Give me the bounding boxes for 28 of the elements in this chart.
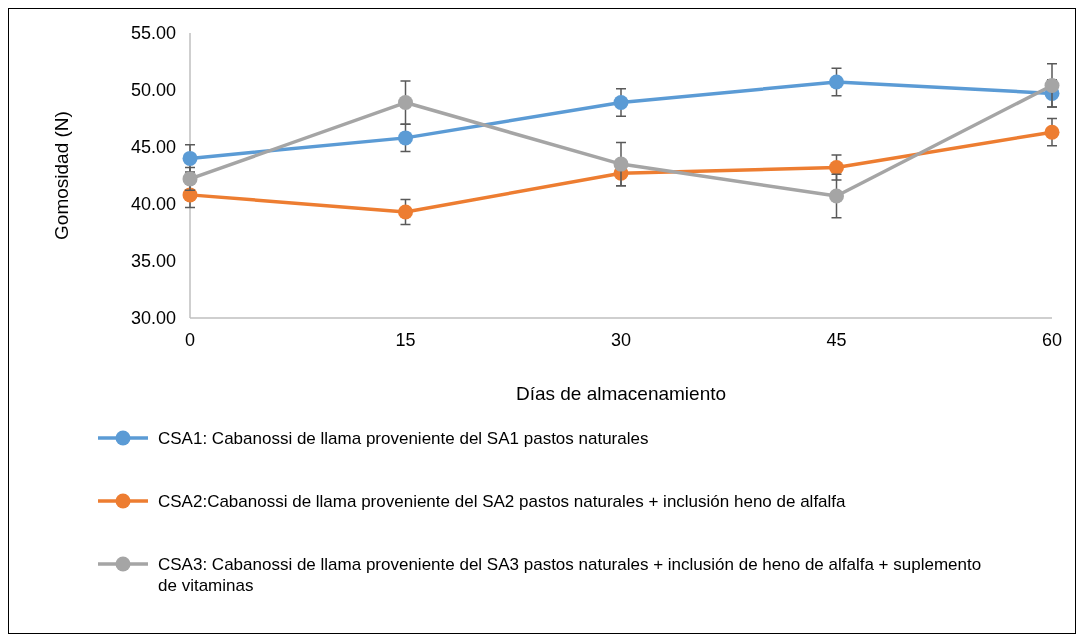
point xyxy=(613,156,629,172)
point xyxy=(398,95,413,111)
x-axis-title: Días de almacenamiento xyxy=(515,383,727,404)
point xyxy=(182,150,198,166)
point xyxy=(398,130,413,146)
y-tick-label: 55.00 xyxy=(130,23,176,44)
y-tick-label: 35.00 xyxy=(130,251,176,272)
x-tick-label: 0 xyxy=(184,330,196,350)
point xyxy=(1044,77,1060,93)
point xyxy=(613,95,629,111)
y-tick-label: 50.00 xyxy=(130,80,176,101)
point xyxy=(829,188,844,204)
legend-label: CSA2:Cabanossi de llama proveniente del SA2 pastos naturales + inclusión heno de alfalfa xyxy=(158,491,847,511)
legend-label: CSA1: Cabanossi de llama proveniente del SA1 pastos naturales xyxy=(158,428,649,448)
y-axis-title: Gomosidad (N) xyxy=(51,111,72,240)
x-tick-label: 60 xyxy=(1041,330,1063,350)
y-tick-label: 45.00 xyxy=(130,137,176,158)
x-tick-label: 30 xyxy=(610,330,632,350)
legend-label: CSA3: Cabanossi de llama proveniente del SA3 pastos naturales + inclusión de heno de alfalfa + suplemento de vitaminas xyxy=(158,554,982,596)
x-tick-label: 45 xyxy=(826,330,847,350)
y-tick-label: 40.00 xyxy=(130,194,176,215)
point xyxy=(829,74,844,90)
point xyxy=(1044,124,1060,140)
point xyxy=(398,204,413,220)
x-tick-label: 15 xyxy=(395,330,416,350)
y-tick-label: 30.00 xyxy=(130,308,176,329)
point xyxy=(829,160,844,176)
point xyxy=(182,171,198,187)
